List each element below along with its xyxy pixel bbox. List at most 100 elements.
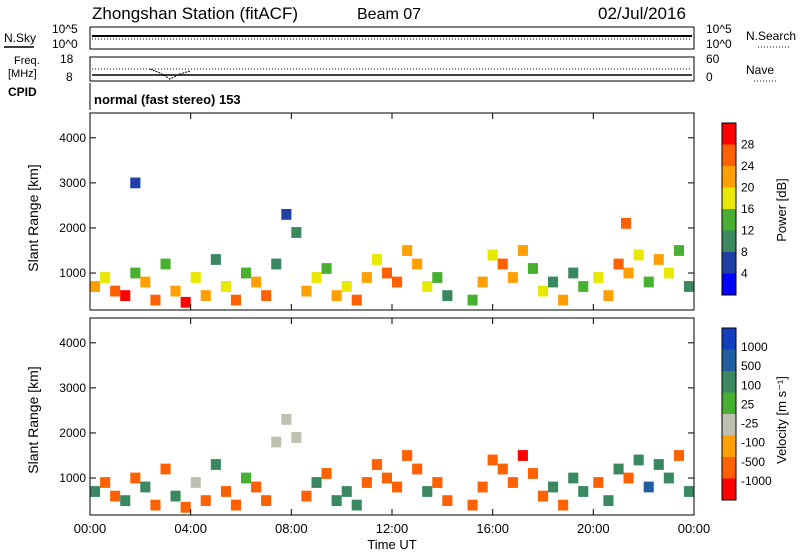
- velocity-cells: [90, 414, 694, 513]
- velocity-cell-48: [593, 477, 604, 488]
- velocity-cbar-seg-5: [722, 371, 736, 393]
- frequency-strip: Freq. [MHz] 18 8 60 0 Nave CPID normal (…: [8, 52, 778, 110]
- velocity-cell-40: [507, 477, 518, 488]
- velocity-cell-35: [442, 495, 453, 506]
- power-cell-56: [673, 245, 684, 256]
- velocity-cell-23: [321, 468, 332, 479]
- velocity-cell-28: [371, 459, 382, 470]
- power-cell-44: [548, 276, 559, 288]
- power-cbar-tick-5: 8: [741, 245, 748, 259]
- velocity-cbar-tick-2: 100: [741, 378, 761, 392]
- power-cell-9: [180, 296, 191, 308]
- velocity-cell-13: [220, 486, 231, 497]
- velocity-cell-46: [568, 472, 579, 484]
- xtick-label-6: 00:00: [678, 521, 711, 536]
- velocity-cbar-seg-1: [722, 457, 736, 479]
- velocity-cell-50: [613, 463, 624, 475]
- power-cell-59: [621, 218, 632, 229]
- power-cbar-seg-2: [722, 230, 736, 252]
- xtick-label-3: 12:00: [376, 521, 409, 536]
- power-cell-50: [613, 258, 624, 270]
- velocity-cell-26: [351, 499, 362, 511]
- velocity-cell-2: [110, 490, 121, 502]
- noise-sky-label: N.Sky: [4, 31, 36, 45]
- velocity-cell-20: [291, 432, 302, 443]
- power-cell-54: [653, 254, 664, 265]
- power-cell-39: [497, 258, 508, 270]
- power-cell-55: [663, 267, 674, 279]
- power-cell-20: [291, 227, 302, 238]
- power-cell-8: [170, 285, 181, 297]
- nave-label: Nave: [746, 63, 774, 77]
- velocity-cbar-tick-7: -1000: [741, 474, 772, 488]
- power-cell-48: [593, 272, 604, 283]
- power-cell-0: [90, 281, 101, 292]
- power-cell-24: [331, 290, 342, 301]
- noise-strip: N.Sky 10^5 10^0 10^5 10^0 N.Search: [4, 22, 796, 51]
- power-ytick-label-2: 2000: [59, 221, 86, 235]
- velocity-cell-24: [331, 495, 342, 506]
- power-cell-29: [381, 267, 392, 279]
- cpid-label: CPID: [8, 85, 37, 99]
- power-cell-49: [603, 290, 614, 301]
- freq-dip: [149, 68, 191, 80]
- power-cbar-seg-7: [722, 123, 736, 145]
- velocity-cell-37: [477, 481, 488, 493]
- velocity-cell-33: [422, 486, 433, 497]
- power-ytick-label-0: 4000: [59, 131, 86, 145]
- velocity-cell-52: [633, 454, 644, 466]
- velocity-cell-17: [261, 495, 272, 506]
- power-cell-58: [130, 177, 141, 189]
- velocity-cell-41: [517, 450, 528, 461]
- power-cbar-tick-1: 24: [741, 159, 755, 173]
- xtick-label-5: 20:00: [577, 521, 610, 536]
- velocity-cell-5: [140, 481, 151, 493]
- velocity-cell-44: [548, 481, 559, 493]
- velocity-panel: 4000 3000 2000 1000 Slant Range [km] 1000 50…: [25, 317, 789, 516]
- velocity-cell-30: [392, 481, 403, 493]
- velocity-yticks: 4000 3000 2000 1000: [59, 336, 694, 485]
- power-cbar-seg-4: [722, 187, 736, 209]
- power-cell-14: [230, 294, 241, 306]
- power-cell-53: [643, 276, 654, 288]
- power-cell-45: [558, 294, 569, 306]
- velocity-cell-36: [467, 499, 478, 511]
- power-cell-28: [371, 254, 382, 265]
- power-cell-11: [200, 290, 211, 301]
- xtick-label-2: 08:00: [275, 521, 308, 536]
- velocity-cell-18: [271, 436, 282, 448]
- velocity-cbar-tick-1: 500: [741, 359, 761, 373]
- power-cell-21: [301, 285, 312, 297]
- power-cell-18: [271, 258, 282, 270]
- power-cell-41: [517, 245, 528, 256]
- power-cell-34: [432, 272, 443, 283]
- power-cbar-seg-6: [722, 144, 736, 166]
- velocity-cell-32: [412, 463, 423, 475]
- power-cbar-seg-5: [722, 166, 736, 188]
- velocity-cbar-seg-6: [722, 349, 736, 371]
- velocity-cell-4: [130, 472, 141, 484]
- velocity-cell-19: [281, 414, 292, 425]
- power-cell-7: [160, 258, 171, 270]
- power-cell-2: [110, 285, 121, 297]
- power-cell-25: [341, 281, 352, 292]
- velocity-cell-10: [190, 477, 201, 488]
- velocity-cell-42: [527, 468, 538, 479]
- power-cell-46: [568, 267, 579, 279]
- power-cell-38: [487, 249, 498, 261]
- noise-right-tick-top: 10^5: [706, 22, 732, 36]
- power-cell-36: [467, 294, 478, 306]
- velocity-cell-27: [361, 477, 372, 488]
- velocity-cell-34: [432, 477, 443, 488]
- noise-left-tick-top: 10^5: [52, 22, 78, 36]
- noise-strip-frame: [89, 26, 695, 50]
- power-ytick-label-3: 1000: [59, 266, 86, 280]
- velocity-cell-21: [301, 490, 312, 502]
- power-cell-23: [321, 263, 332, 274]
- power-cell-26: [351, 294, 362, 306]
- power-cbar-tick-6: 4: [741, 267, 748, 281]
- velocity-cell-38: [487, 454, 498, 466]
- xtick-label-4: 16:00: [476, 521, 509, 536]
- freq-label-1: Freq.: [14, 55, 40, 67]
- velocity-cell-43: [538, 490, 549, 502]
